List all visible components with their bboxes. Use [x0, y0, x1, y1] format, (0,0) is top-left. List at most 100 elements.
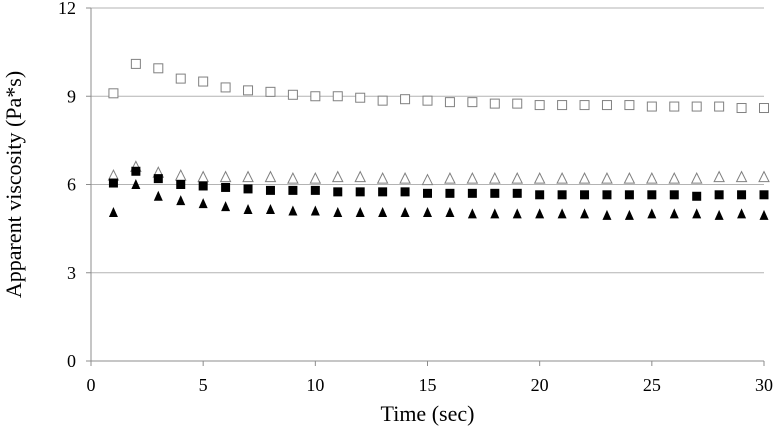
data-point-open-square [714, 101, 725, 112]
data-point-open-triangle [758, 170, 770, 183]
data-point-open-triangle [444, 171, 456, 184]
data-point-filled-square [355, 187, 365, 197]
data-point-open-square [759, 103, 769, 114]
data-point-filled-square [647, 190, 657, 200]
data-point-filled-square [400, 187, 410, 197]
data-point-open-square [579, 100, 590, 111]
data-point-open-square [355, 92, 366, 103]
data-point-filled-triangle [669, 208, 679, 219]
data-point-filled-square [310, 185, 320, 195]
data-point-filled-triangle [759, 209, 769, 220]
ticks: 0 3 6 9 12 0 5 10 15 20 25 30 [58, 0, 773, 395]
data-point-open-square [646, 101, 657, 112]
data-point-filled-triangle [602, 209, 612, 220]
y-tick-label: 12 [58, 0, 76, 18]
data-point-filled-square [445, 188, 455, 198]
data-point-filled-square [243, 184, 253, 194]
data-point-open-triangle [511, 171, 524, 184]
data-point-filled-triangle [243, 204, 253, 215]
data-point-filled-square [624, 190, 634, 200]
data-point-filled-triangle [265, 204, 275, 215]
data-point-open-square [220, 82, 231, 93]
y-tick-label: 6 [67, 175, 76, 195]
data-point-open-triangle [668, 171, 681, 184]
data-point-filled-square [333, 187, 343, 197]
data-point-open-triangle [242, 170, 254, 183]
data-point-open-triangle [219, 170, 232, 183]
data-point-filled-triangle [198, 198, 208, 209]
data-point-filled-square [602, 190, 612, 200]
data-point-filled-triangle [423, 206, 432, 217]
data-point-open-square [130, 58, 141, 69]
data-point-open-triangle [601, 171, 613, 184]
data-point-open-square [512, 98, 523, 109]
data-point-open-triangle [354, 170, 367, 183]
data-point-filled-square [131, 166, 141, 176]
data-point-filled-triangle [512, 208, 522, 219]
data-point-open-triangle [331, 170, 344, 183]
data-point-open-triangle [399, 171, 411, 184]
data-point-open-triangle [556, 171, 568, 184]
data-point-open-square [243, 85, 254, 96]
data-point-open-square [377, 95, 388, 106]
x-tick-label: 5 [199, 375, 208, 395]
data-point-open-square [736, 103, 747, 114]
series-filled-triangle [108, 179, 769, 220]
data-point-open-triangle [488, 171, 501, 184]
data-point-open-square [601, 100, 612, 111]
data-point-filled-square [692, 191, 702, 201]
data-point-filled-triangle [490, 208, 500, 219]
x-tick-label: 15 [419, 375, 437, 395]
data-point-filled-triangle [153, 190, 163, 201]
y-axis-title: Apparent viscosity (Pa*s) [1, 71, 26, 298]
data-point-open-triangle [713, 170, 725, 183]
data-point-open-square [669, 101, 680, 112]
data-point-open-square [400, 94, 411, 105]
data-point-filled-triangle [535, 208, 545, 219]
data-point-filled-triangle [714, 209, 724, 220]
data-point-filled-triangle [355, 206, 365, 217]
data-point-filled-triangle [176, 195, 186, 206]
data-point-open-triangle [735, 170, 748, 183]
data-point-open-triangle [174, 169, 187, 181]
data-points [107, 58, 770, 220]
data-point-open-triangle [690, 171, 703, 184]
data-point-filled-triangle [737, 208, 747, 219]
data-point-open-triangle [376, 171, 389, 184]
data-point-filled-triangle [557, 208, 567, 219]
data-point-filled-triangle [467, 208, 477, 219]
data-point-filled-square [467, 188, 477, 198]
data-point-filled-square [265, 185, 275, 195]
data-point-filled-triangle [624, 209, 634, 220]
data-point-open-square [108, 88, 119, 99]
data-point-filled-triangle [445, 206, 455, 217]
data-point-open-triangle [264, 170, 277, 183]
data-point-open-triangle [197, 170, 209, 183]
data-point-open-square [534, 100, 545, 111]
data-point-open-triangle [309, 171, 322, 184]
series-open-triangle [107, 160, 770, 186]
data-point-open-triangle [646, 171, 658, 184]
x-tick-label: 20 [531, 375, 549, 395]
data-point-filled-square [669, 190, 679, 200]
data-point-filled-square [221, 182, 231, 192]
data-point-filled-triangle [333, 206, 343, 217]
data-point-filled-square [198, 181, 208, 191]
grid [91, 7, 764, 274]
data-point-filled-square [512, 188, 522, 198]
data-point-filled-triangle [400, 206, 410, 217]
data-point-open-square [198, 76, 209, 87]
data-point-open-triangle [578, 171, 591, 184]
data-point-open-square [444, 97, 455, 108]
data-point-filled-square [153, 174, 163, 184]
y-tick-label: 0 [67, 351, 76, 371]
data-point-open-square [153, 63, 164, 74]
series-open-square [108, 58, 769, 114]
data-point-filled-triangle [108, 206, 118, 217]
data-point-filled-square [535, 190, 545, 200]
data-point-filled-square [378, 187, 388, 197]
data-point-filled-triangle [580, 208, 590, 219]
data-point-filled-triangle [692, 208, 702, 219]
